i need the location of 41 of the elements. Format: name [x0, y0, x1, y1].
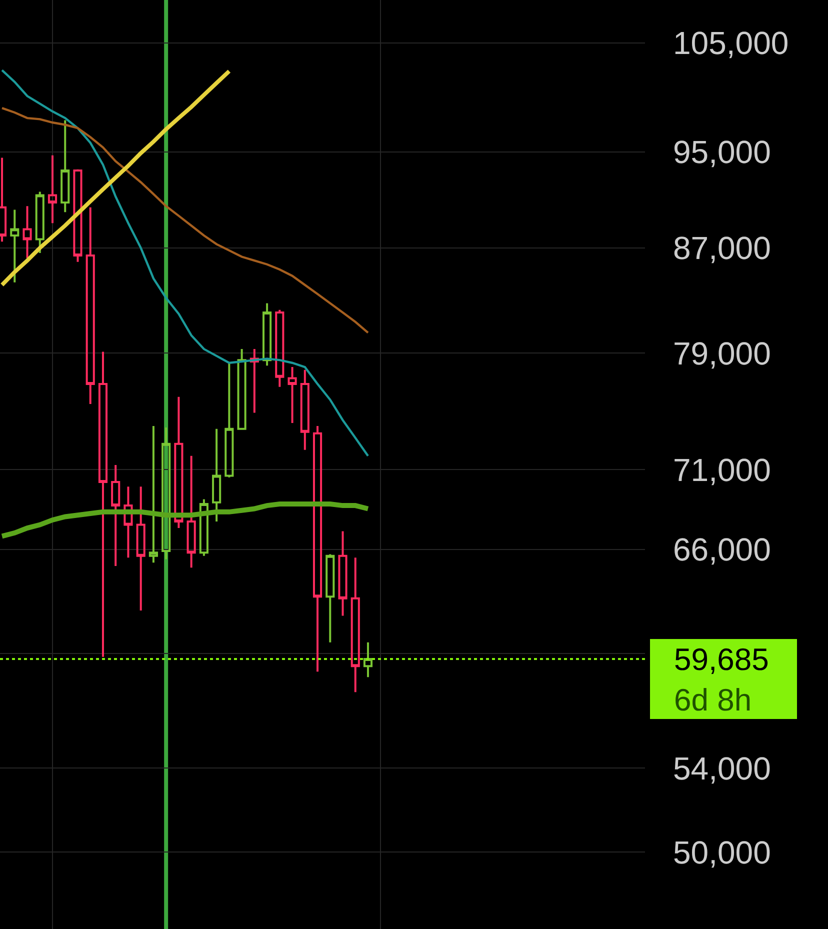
candlestick: [199, 498, 208, 557]
y-tick-label: 71,000: [673, 452, 771, 488]
candlestick: [338, 530, 348, 617]
candlestick: [250, 348, 259, 414]
candlestick: [48, 154, 58, 224]
candlestick: [262, 302, 272, 367]
candlestick: [237, 348, 246, 430]
candlestick: [86, 206, 95, 406]
y-tick-label: 105,000: [673, 24, 789, 61]
candlestick: [326, 553, 335, 644]
candlestick: [275, 308, 284, 388]
candlestick: [10, 208, 20, 284]
y-tick-label: 66,000: [673, 532, 771, 568]
candlestick: [136, 486, 146, 612]
candlestick: [212, 428, 222, 523]
candlestick: [22, 205, 32, 260]
y-tick-label: 50,000: [673, 834, 771, 870]
y-tick-label: 95,000: [673, 134, 771, 170]
candlestick: [98, 350, 108, 658]
candlestick: [288, 366, 297, 424]
candlestick: [35, 190, 44, 254]
candlestick: [162, 426, 171, 560]
candlestick: [124, 486, 133, 559]
candlestick: [312, 424, 322, 673]
candlestick: [174, 396, 184, 530]
y-tick-label: 87,000: [673, 230, 771, 266]
candlestick: [148, 424, 158, 564]
candlestick: [363, 641, 373, 678]
line-series: [0, 69, 232, 287]
y-tick-label: 79,000: [673, 335, 771, 372]
candlestick: [186, 454, 196, 569]
line-series: [0, 69, 370, 457]
candlestick: [350, 556, 360, 694]
candlestick: [73, 168, 82, 263]
candlestick: [300, 368, 310, 451]
ref-line-label: 59,685 6d 8h: [674, 642, 769, 718]
candlestick: [111, 464, 120, 567]
candlestick: [60, 119, 70, 214]
line-series: [0, 106, 370, 334]
candlestick: [224, 362, 234, 478]
y-tick-label: 54,000: [673, 750, 771, 786]
